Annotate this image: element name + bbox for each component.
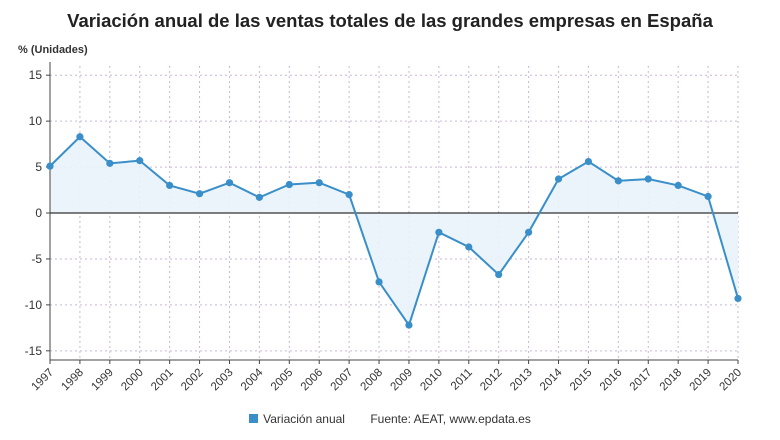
axes xyxy=(46,62,739,364)
data-point xyxy=(76,133,84,141)
data-point xyxy=(674,181,682,190)
x-tick-label: 2003 xyxy=(209,367,236,394)
x-tick-label: 2011 xyxy=(449,367,475,393)
data-point xyxy=(525,228,533,236)
x-tick-label: 2016 xyxy=(598,367,625,394)
x-tick-label: 1998 xyxy=(59,367,86,394)
data-point xyxy=(644,175,652,183)
x-tick-label: 2004 xyxy=(239,366,266,393)
x-tick-label: 2015 xyxy=(568,367,595,394)
x-tick-label: 2008 xyxy=(359,367,386,394)
chart-footer: Variación anual Fuente: AEAT, www.epdata… xyxy=(0,412,780,426)
x-tick-label: 2009 xyxy=(388,367,415,394)
chart-title: Variación anual de las ventas totales de… xyxy=(67,10,713,31)
x-tick-label: 2017 xyxy=(628,367,655,394)
y-tick-label: 5 xyxy=(35,160,42,174)
data-point xyxy=(614,177,622,185)
x-tick-label: 2019 xyxy=(688,367,715,394)
x-tick-label: 2005 xyxy=(269,367,296,394)
data-point xyxy=(255,193,263,201)
legend-label: Variación anual xyxy=(263,412,345,426)
x-tick-label: 2014 xyxy=(538,366,565,393)
legend-item: Variación anual xyxy=(249,412,348,426)
x-tick-label: 2002 xyxy=(179,367,206,394)
data-point xyxy=(435,228,443,236)
data-point xyxy=(554,175,563,183)
data-points xyxy=(46,133,742,329)
x-tick-label: 2007 xyxy=(329,367,356,394)
data-point xyxy=(166,181,174,190)
area-fill xyxy=(50,136,738,326)
data-point xyxy=(315,179,323,187)
x-tick-label: 2018 xyxy=(658,367,685,394)
data-point xyxy=(136,157,144,165)
y-axis-unit-label: % (Unidades) xyxy=(18,44,88,56)
data-point xyxy=(704,192,712,201)
x-tick-label: 2013 xyxy=(508,367,535,394)
data-point xyxy=(405,321,413,329)
x-tick-label: 2010 xyxy=(418,367,445,394)
legend-swatch xyxy=(249,414,259,424)
y-tick-labels: 15 10 5 0 -5 -10 -15 xyxy=(25,68,43,358)
data-point xyxy=(46,162,54,170)
y-tick-label: -15 xyxy=(25,344,43,358)
data-point xyxy=(495,270,503,279)
x-tick-label: 2020 xyxy=(718,367,745,394)
x-tick-label: 2006 xyxy=(299,367,326,394)
x-tick-label: 2001 xyxy=(149,367,176,394)
source-text: Fuente: AEAT, www.epdata.es xyxy=(370,412,531,426)
data-point xyxy=(584,157,593,166)
y-tick-label: -5 xyxy=(31,252,42,266)
y-tick-label: 15 xyxy=(29,68,43,82)
x-tick-label: 1999 xyxy=(89,367,116,394)
y-tick-label: 0 xyxy=(35,206,42,220)
data-point xyxy=(106,159,114,167)
x-tick-label: 2012 xyxy=(478,367,505,394)
data-point xyxy=(375,278,383,286)
data-point xyxy=(345,191,353,199)
x-tick-label: 1997 xyxy=(30,367,57,394)
data-point xyxy=(195,190,204,198)
series-line xyxy=(49,135,739,328)
data-point xyxy=(225,179,234,187)
data-point xyxy=(465,243,473,251)
data-point xyxy=(285,180,293,189)
y-tick-label: 10 xyxy=(29,114,43,128)
x-tick-labels: 1997 1998 1999 2000 2001 2002 2003 2004 2005 2006… xyxy=(30,366,745,393)
y-tick-label: -10 xyxy=(25,298,43,312)
x-tick-label: 2000 xyxy=(119,367,146,394)
data-point xyxy=(734,294,742,303)
